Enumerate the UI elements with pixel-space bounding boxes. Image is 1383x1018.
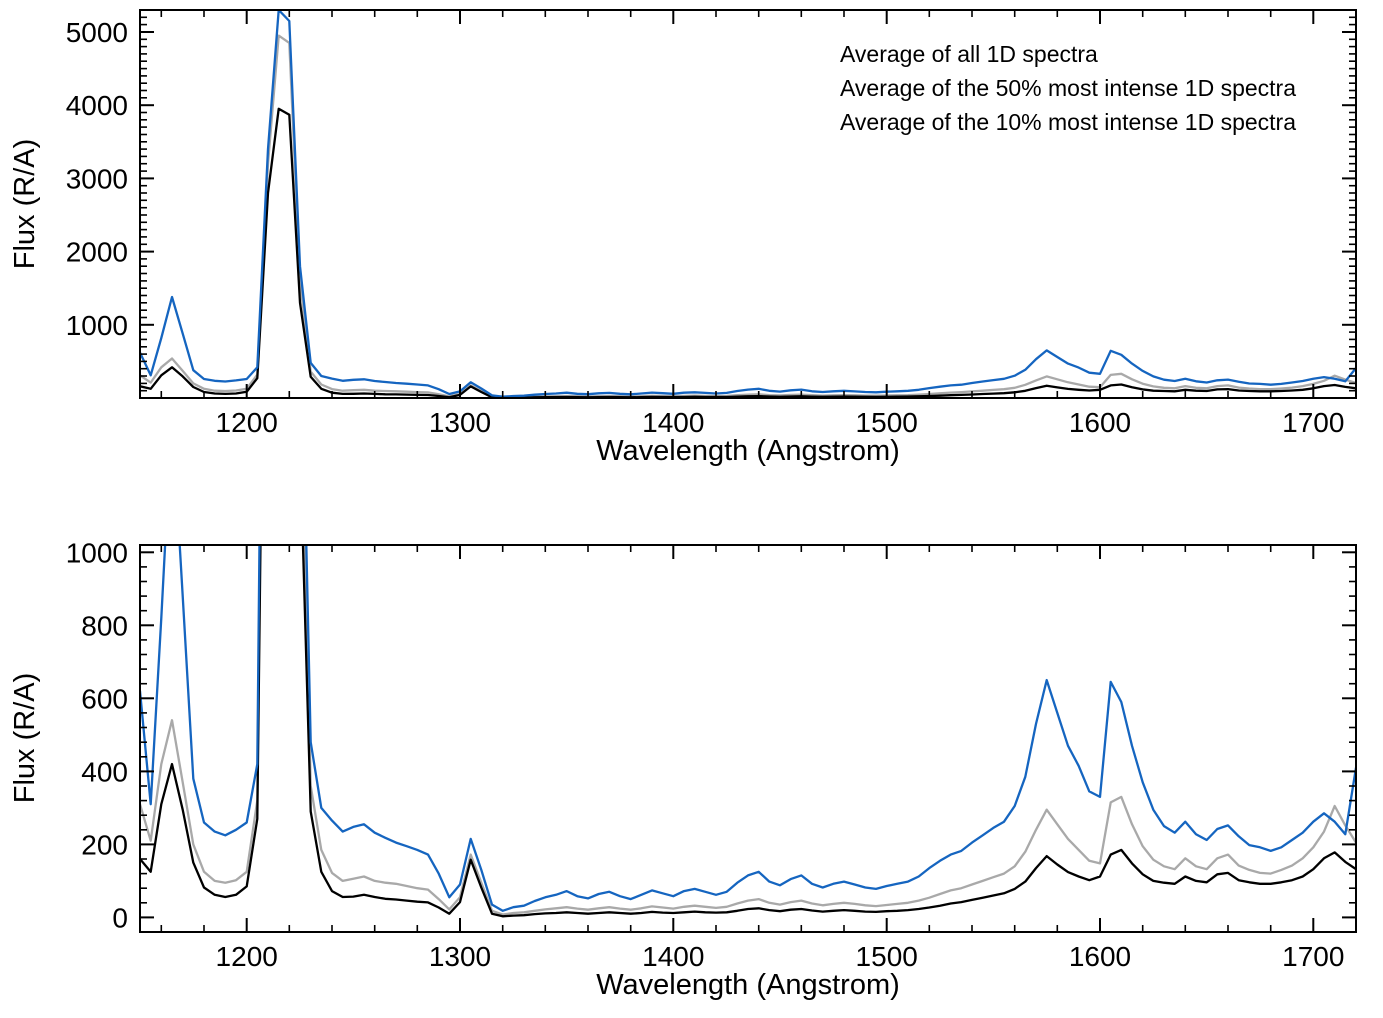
x-tick-label: 1500 [856,941,918,972]
spectrum-line-2 [140,545,1356,912]
y-tick-label: 3000 [66,163,128,194]
x-tick-label: 1600 [1069,407,1131,438]
spectrum-line-0 [140,545,1356,918]
legend-item-10pct-spectra: Average of the 10% most intense 1D spect… [840,109,1296,135]
x-tick-label: 1200 [216,407,278,438]
x-tick-label: 1400 [642,407,704,438]
ylabel-bottom-panel: Flux (R/A) [9,673,41,804]
y-tick-label: 4000 [66,90,128,121]
x-tick-label: 1700 [1282,941,1344,972]
y-tick-label: 0 [112,902,128,933]
x-tick-label: 1700 [1282,407,1344,438]
axis-frame [139,9,1357,399]
panel-zoomed: 1200 1300 1400 1500 1600 1700 0 200 400 600 800 100… [66,537,1357,972]
x-tick-label: 1500 [856,407,918,438]
axis-frame [139,544,1357,933]
legend: Average of all 1D spectra Average of the… [840,41,1296,135]
panel-full-scale: 1200 1300 1400 1500 1600 1700 1000 2000 3000 4000… [66,9,1357,438]
x-tick-label: 1200 [216,941,278,972]
y-tick-label: 400 [81,756,128,787]
x-tick-label: 1400 [642,941,704,972]
plot-layer: 1200 1300 1400 1500 1600 17001000200030004000… [66,9,1357,972]
spectrum-line-2 [140,10,1356,398]
legend-item-50pct-spectra: Average of the 50% most intense 1D spect… [840,75,1296,101]
ylabel-top-panel: Flux (R/A) [9,139,41,270]
x-tick-label: 1300 [429,941,491,972]
y-tick-label: 200 [81,829,128,860]
y-tick-label: 1000 [66,310,128,341]
y-tick-label: 800 [81,610,128,641]
xlabel-bottom-panel: Wavelength (Angstrom) [596,969,900,1001]
spectrum-line-1 [140,545,1356,916]
x-tick-label: 1600 [1069,941,1131,972]
y-tick-label: 2000 [66,237,128,268]
y-tick-label: 5000 [66,17,128,48]
x-tick-label: 1300 [429,407,491,438]
xlabel-top-panel: Wavelength (Angstrom) [596,435,900,467]
spectrum-line-1 [140,34,1356,398]
y-tick-label: 1000 [66,537,128,568]
spectrum-line-0 [140,107,1356,398]
legend-item-all-spectra: Average of all 1D spectra [840,41,1098,67]
y-tick-label: 600 [81,683,128,714]
